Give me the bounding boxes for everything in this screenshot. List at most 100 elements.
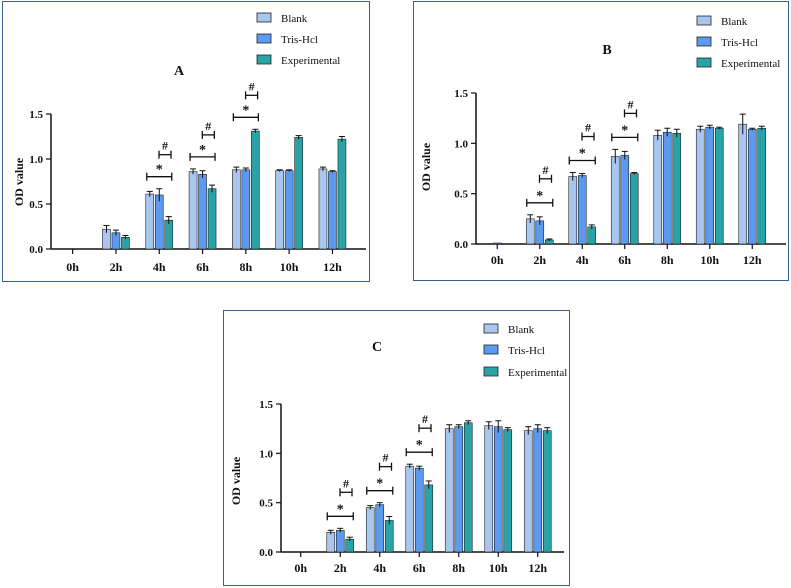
legend-label: Experimental	[281, 55, 340, 67]
bar	[705, 126, 715, 245]
sig-hash: #	[628, 97, 634, 111]
sig-star: *	[376, 477, 383, 492]
legend-label: Tris-Hcl	[508, 345, 545, 357]
bar	[523, 430, 533, 553]
bar	[405, 465, 415, 553]
sig-hash: #	[205, 119, 211, 133]
y-tick-label: 1.5	[454, 88, 468, 100]
sig-hash: #	[383, 451, 389, 465]
bar	[738, 123, 748, 245]
bar	[365, 507, 375, 553]
x-tick-label: 6h	[618, 253, 631, 267]
bar	[337, 138, 347, 250]
bar	[484, 425, 494, 553]
bar	[294, 137, 303, 250]
x-tick-label: 4h	[576, 253, 589, 267]
legend-swatch	[483, 323, 499, 334]
sig-star: *	[579, 147, 586, 162]
x-tick-label: 10h	[700, 253, 719, 267]
bar	[533, 428, 543, 553]
bar	[198, 174, 207, 250]
bar	[251, 130, 260, 250]
bar	[577, 175, 587, 245]
bar	[662, 131, 672, 245]
x-tick-label: 0h	[491, 253, 504, 267]
x-tick-label: 8h	[240, 260, 253, 274]
bar	[503, 429, 513, 553]
legend-swatch	[696, 15, 712, 26]
sig-hash: #	[585, 121, 591, 135]
x-tick-label: 8h	[452, 561, 465, 575]
y-tick-label: 0.0	[259, 547, 273, 559]
legend-swatch	[696, 36, 712, 47]
sig-star: *	[156, 163, 163, 178]
y-axis-label: OD value	[12, 157, 26, 206]
y-tick-label: 0.0	[454, 239, 468, 251]
bar	[232, 169, 241, 250]
sig-star: *	[621, 123, 628, 138]
x-tick-label: 0h	[294, 561, 307, 575]
y-tick-label: 1.0	[259, 448, 273, 460]
bar	[284, 170, 294, 250]
bar	[335, 529, 345, 553]
legend-label: Experimental	[508, 367, 567, 379]
bar	[318, 168, 328, 250]
sig-star: *	[536, 189, 543, 204]
bar	[653, 134, 663, 245]
bar	[384, 520, 394, 553]
bar	[714, 127, 724, 245]
chart-a: A Blank Tris-Hcl Experimental 0.0 0.5 1.0 1.5 OD…	[12, 12, 366, 274]
legend-label: Blank	[721, 16, 748, 28]
bar	[326, 531, 336, 553]
x-tick-label: 4h	[373, 561, 386, 575]
sig-hash: #	[543, 163, 549, 177]
legend-label: Tris-Hcl	[721, 37, 758, 49]
bar	[568, 176, 578, 245]
x-tick-label: 12h	[528, 561, 547, 575]
chart-b: B Blank Tris-Hcl Experimental 0.0 0.5 1.0 1.5 OD…	[419, 15, 786, 267]
sig-hash: #	[162, 139, 168, 153]
bar	[375, 504, 385, 553]
panel-a: A Blank Tris-Hcl Experimental 0.0 0.5 1.0 1.5 OD…	[2, 1, 370, 282]
x-tick-label: 8h	[661, 253, 674, 267]
y-tick-label: 0.5	[29, 199, 43, 211]
y-tick-label: 1.5	[29, 109, 43, 121]
bar	[454, 426, 464, 553]
bar	[207, 188, 217, 250]
legend-swatch	[256, 12, 272, 23]
y-tick-label: 1.0	[29, 154, 43, 166]
chart-title: C	[372, 340, 382, 355]
sig-hash: #	[343, 476, 349, 490]
bar	[493, 426, 503, 553]
x-tick-label: 12h	[323, 260, 342, 274]
sig-star: *	[337, 502, 344, 517]
x-tick-label: 6h	[196, 260, 209, 274]
y-axis-label: OD value	[229, 456, 243, 505]
y-axis-label: OD value	[419, 142, 433, 191]
legend-label: Blank	[508, 324, 535, 336]
x-tick-label: 4h	[153, 260, 166, 274]
x-tick-label: 10h	[280, 260, 299, 274]
sig-hash: #	[249, 79, 255, 93]
y-tick-label: 0.5	[454, 189, 468, 201]
bar	[492, 242, 502, 245]
bar	[629, 173, 639, 245]
bar	[695, 128, 705, 245]
x-tick-label: 2h	[110, 260, 123, 274]
y-tick-label: 0.0	[29, 244, 43, 256]
y-tick-label: 1.5	[259, 399, 273, 411]
bar	[188, 171, 198, 250]
bar	[587, 226, 597, 245]
bar	[424, 484, 434, 553]
bar	[747, 128, 757, 245]
sig-hash: #	[422, 412, 428, 426]
x-tick-label: 10h	[489, 561, 508, 575]
bar	[620, 155, 630, 245]
sig-star: *	[199, 143, 206, 158]
bar	[275, 170, 284, 250]
y-tick-label: 1.0	[454, 138, 468, 150]
bar	[154, 194, 164, 250]
legend-swatch	[256, 33, 272, 44]
chart-title: B	[602, 43, 611, 58]
chart-c: C Blank Tris-Hcl Experimental 0.0 0.5 1.0 1.5 OD…	[229, 323, 567, 575]
